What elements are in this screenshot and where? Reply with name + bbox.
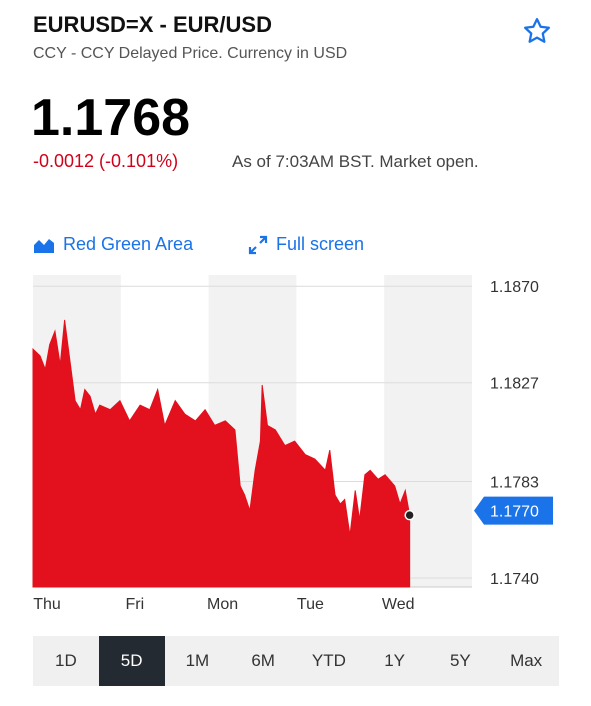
- range-button[interactable]: 6M: [251, 651, 275, 670]
- y-tick-label: 1.1783: [490, 475, 539, 492]
- x-tick-label: Mon: [207, 596, 238, 613]
- range-button[interactable]: 5D: [98, 636, 165, 686]
- current-price-label: 1.1770: [490, 504, 539, 521]
- subtitle: CCY - CCY Delayed Price. Currency in USD: [33, 45, 348, 62]
- range-button[interactable]: 5Y: [449, 651, 471, 670]
- x-tick-label: Tue: [297, 596, 324, 613]
- symbol-title: EURUSD=X - EUR/USD: [33, 12, 272, 37]
- x-tick-label: Wed: [382, 596, 415, 613]
- area-icon: [34, 239, 54, 253]
- as-of: As of 7:03AM BST. Market open.: [232, 152, 479, 171]
- fullscreen-icon: [248, 235, 268, 255]
- y-tick-label: 1.1827: [490, 376, 539, 393]
- y-tick-label: 1.1740: [490, 571, 539, 588]
- range-button[interactable]: Max: [510, 651, 543, 670]
- range-button[interactable]: 1Y: [384, 651, 406, 670]
- chart-style-button[interactable]: Red Green Area: [63, 234, 194, 254]
- range-button[interactable]: 1D: [55, 651, 77, 670]
- range-button[interactable]: 1M: [185, 651, 210, 670]
- fullscreen-button[interactable]: Full screen: [276, 234, 365, 254]
- x-tick-label: Fri: [125, 596, 144, 613]
- price: 1.1768: [31, 89, 191, 147]
- y-tick-label: 1.1870: [490, 279, 539, 296]
- last-point: [404, 509, 415, 521]
- x-tick-label: Thu: [33, 596, 61, 613]
- current-price-tag: [474, 496, 553, 525]
- price-area: [32, 319, 411, 588]
- range-selector: 1D 5D 1M 6M YTD 1Y 5Y Max: [33, 636, 559, 686]
- chart: 1.1870 1.1827 1.1783 1.1740 Thu Fri Mon Tue Wed 1…: [32, 275, 553, 613]
- range-button[interactable]: YTD: [311, 651, 346, 670]
- price-change: -0.0012 (-0.101%): [33, 151, 179, 171]
- watchlist-star[interactable]: [522, 16, 552, 46]
